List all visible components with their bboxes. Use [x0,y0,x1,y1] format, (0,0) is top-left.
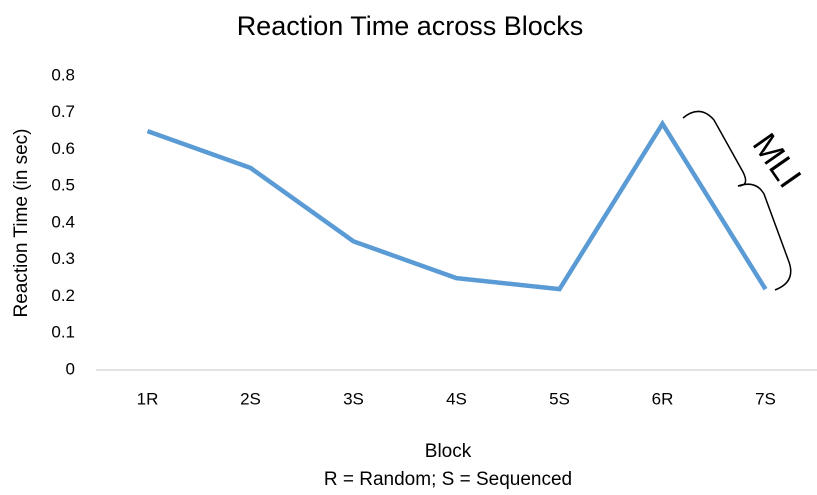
line [146,119,768,292]
y-axis-label: Reaction Time (in sec) [11,128,32,317]
x-axis-label: Block [425,441,472,462]
y-tick-label: 0.6 [51,139,75,158]
x-tick-label: 2S [240,389,261,408]
x-tick-label: 7S [755,389,776,408]
y-tick-label: 0 [66,359,75,378]
y-tick-label: 0.5 [51,176,75,195]
x-axis-sublabel: R = Random; S = Sequenced [324,469,572,490]
y-tick-label: 0.1 [51,323,75,342]
x-tick-label: 1R [137,389,159,408]
x-tick-label: 4S [446,389,467,408]
chart-title: Reaction Time across Blocks [237,11,584,41]
y-tick-label: 0.7 [51,102,75,121]
x-tick-label: 6R [652,389,674,408]
brace [682,110,792,291]
y-tick-label: 0.2 [51,286,75,305]
y-tick-label: 0.8 [51,65,75,84]
y-tick-label: 0.4 [51,212,75,231]
y-tick-label: 0.3 [51,249,75,268]
x-tick-label: 3S [343,389,364,408]
x-tick-label: 5S [549,389,570,408]
